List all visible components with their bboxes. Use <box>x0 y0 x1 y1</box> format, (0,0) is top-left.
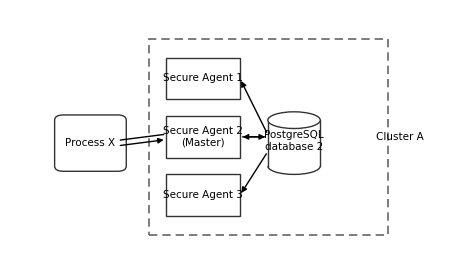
Text: Secure Agent 3: Secure Agent 3 <box>163 190 243 200</box>
Text: Cluster A: Cluster A <box>376 132 424 142</box>
Bar <box>166 57 240 99</box>
Bar <box>166 175 240 216</box>
Bar <box>166 116 240 158</box>
Ellipse shape <box>268 112 320 128</box>
FancyBboxPatch shape <box>55 115 126 171</box>
Bar <box>149 39 388 235</box>
Text: Secure Agent 2
(Master): Secure Agent 2 (Master) <box>163 126 243 148</box>
Bar <box>268 120 320 166</box>
Text: Secure Agent 1: Secure Agent 1 <box>163 73 243 83</box>
Text: Process X: Process X <box>65 138 115 148</box>
Text: PostgreSQL
database 2: PostgreSQL database 2 <box>264 130 324 152</box>
